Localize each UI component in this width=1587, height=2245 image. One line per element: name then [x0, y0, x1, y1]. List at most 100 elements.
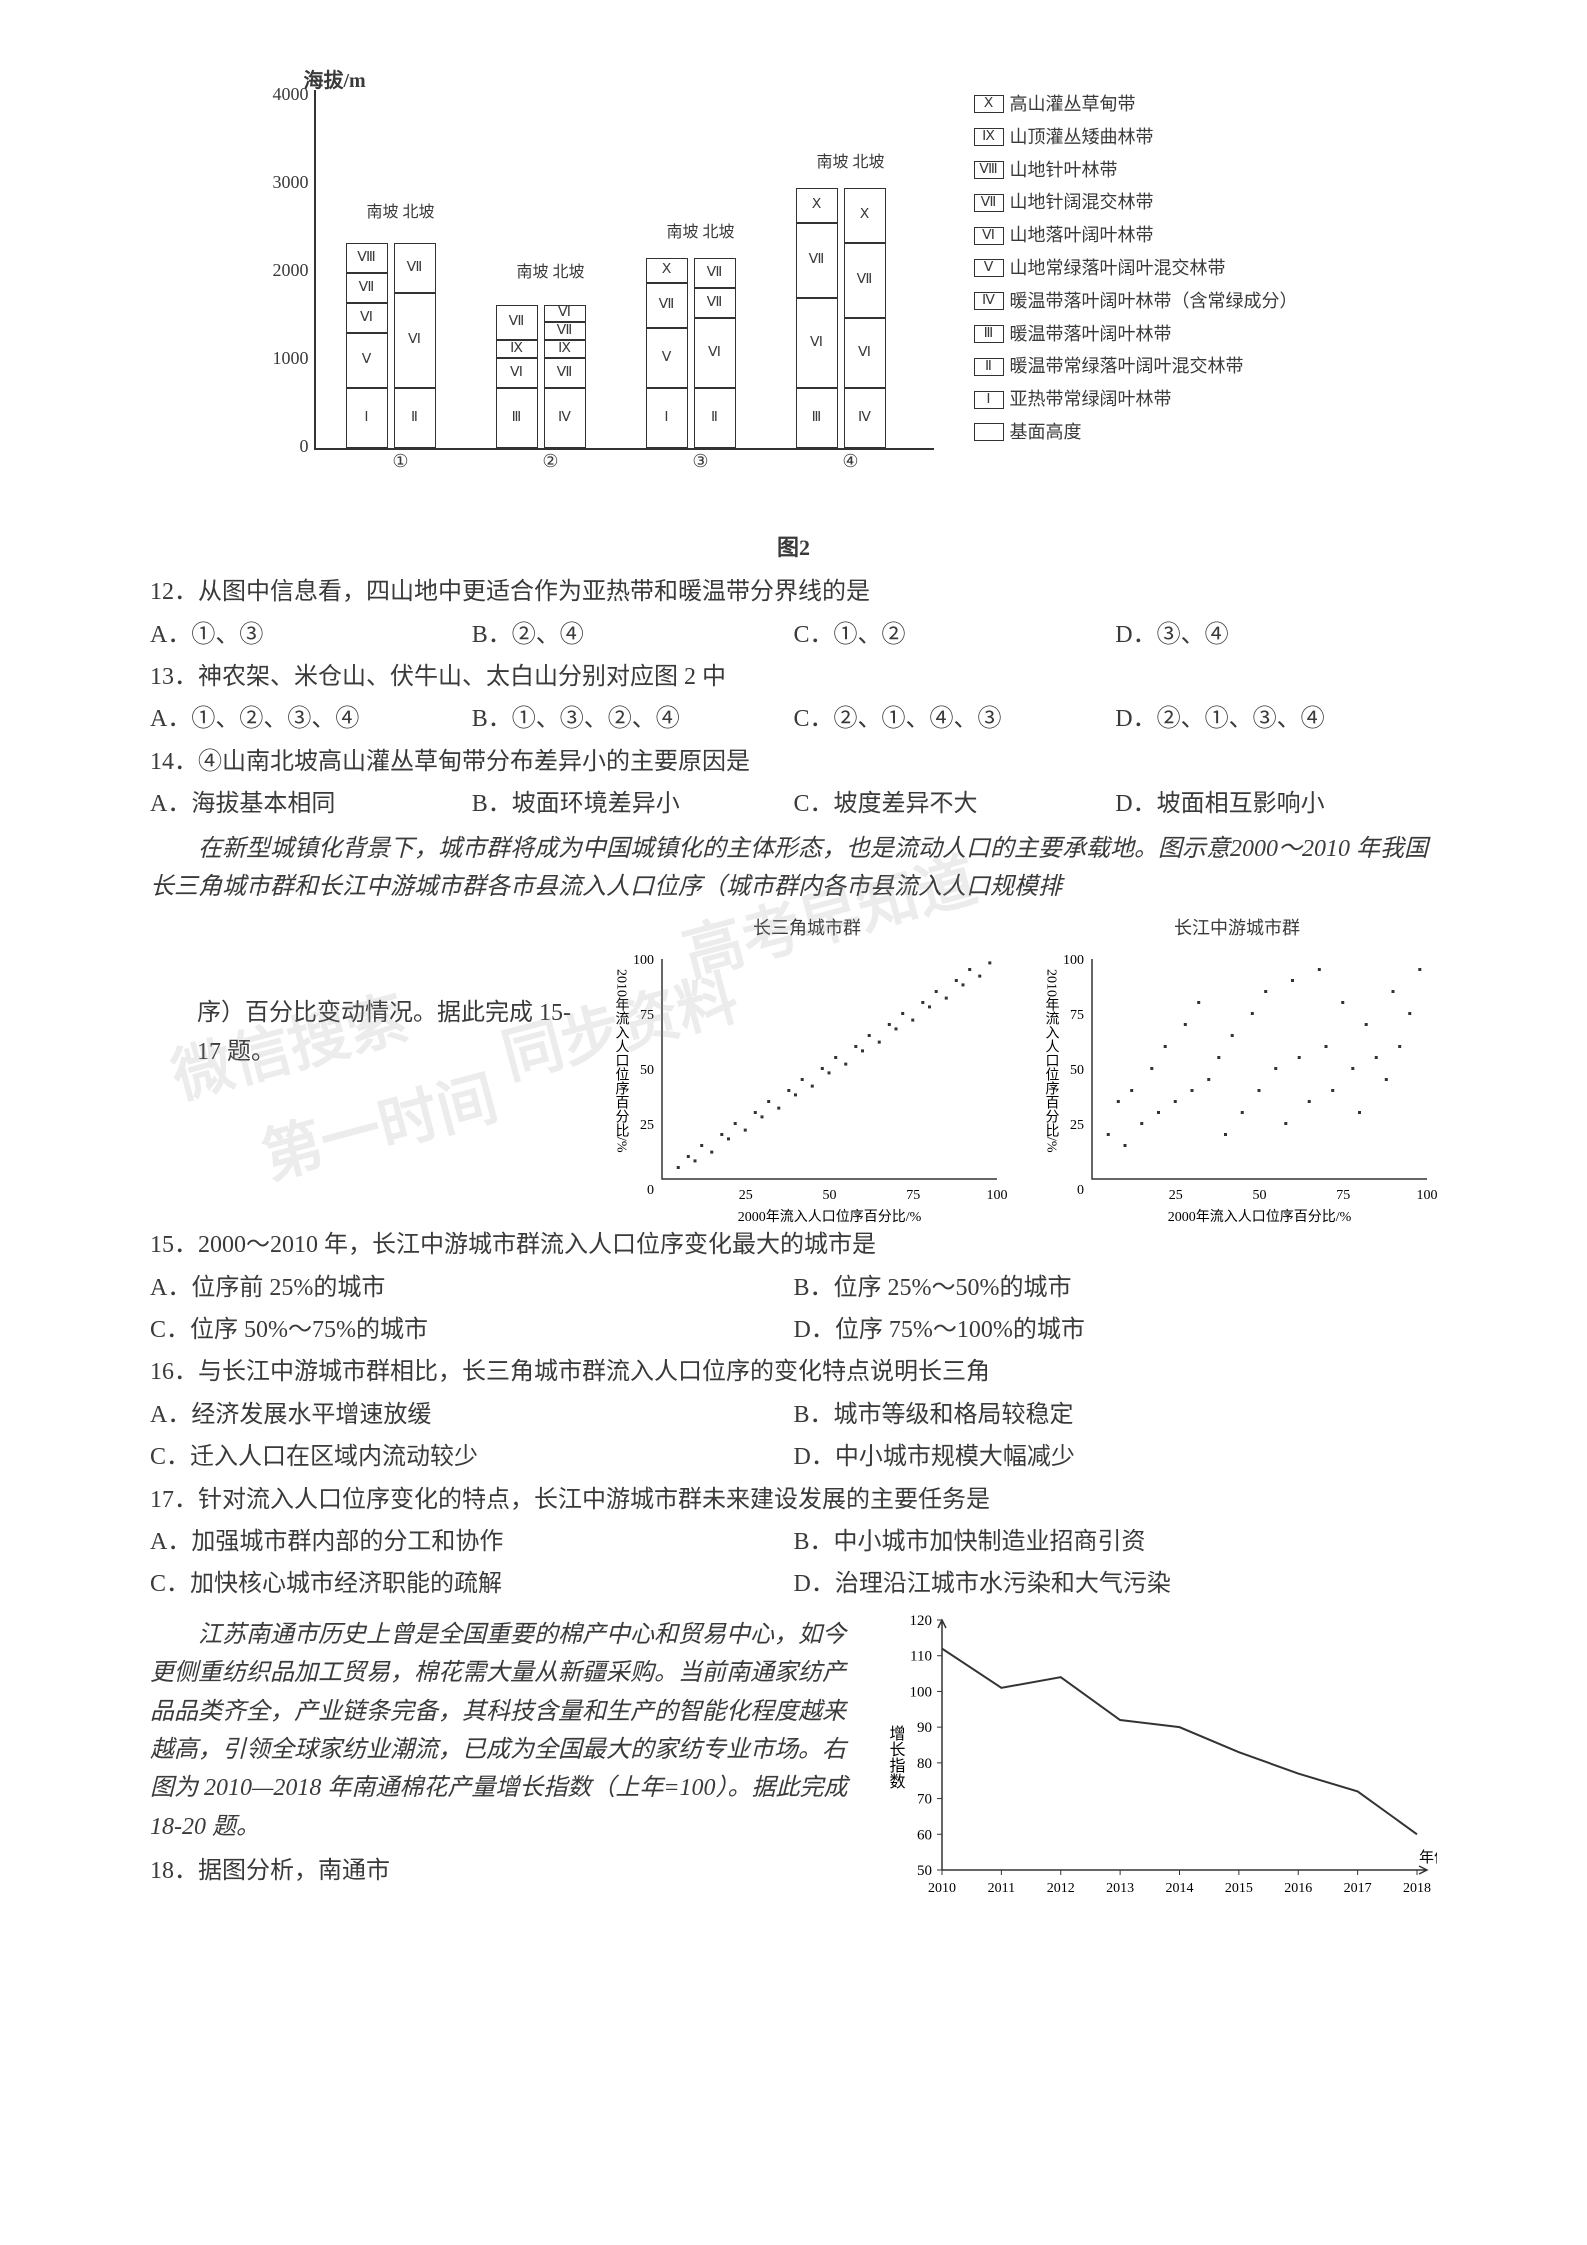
svg-text:2000年流入人口位序百分比/%: 2000年流入人口位序百分比/% — [1168, 1209, 1352, 1225]
bottom-section: 江苏南通市历史上曾是全国重要的棉产中心和贸易中心，如今更侧重纺织品加工贸易，棉花… — [150, 1610, 1437, 1910]
y-tick: 2000 — [269, 256, 309, 285]
q16-stem: 16．与长江中游城市群相比，长三角城市群流入人口位序的变化特点说明长三角 — [150, 1353, 1437, 1391]
y-tick: 4000 — [269, 80, 309, 109]
q17-opt-c: C．加快核心城市经济职能的疏解 — [150, 1565, 794, 1603]
q17-options-2: C．加快核心城市经济职能的疏解 D．治理沿江城市水污染和大气污染 — [150, 1565, 1437, 1603]
q17-options: A．加强城市群内部的分工和协作 B．中小城市加快制造业招商引资 — [150, 1523, 1437, 1561]
svg-text:75: 75 — [1070, 1008, 1084, 1023]
y-tick: 0 — [269, 432, 309, 461]
svg-text:50: 50 — [917, 1863, 932, 1879]
q14-opt-d: D．坡面相互影响小 — [1115, 785, 1437, 823]
q16-opt-c: C．迁入人口在区域内流动较少 — [150, 1438, 794, 1476]
q12-opt-d: D．③、④ — [1115, 616, 1437, 654]
svg-text:75: 75 — [906, 1188, 920, 1203]
figure-caption: 图2 — [150, 530, 1437, 565]
q16-options-2: C．迁入人口在区域内流动较少 D．中小城市规模大幅减少 — [150, 1438, 1437, 1476]
svg-text:增长指数: 增长指数 — [887, 1725, 906, 1789]
svg-text:25: 25 — [1169, 1188, 1183, 1203]
svg-text:50: 50 — [823, 1188, 837, 1203]
q13-opt-b: B．①、③、②、④ — [472, 700, 794, 738]
svg-text:25: 25 — [640, 1118, 654, 1133]
q13-opt-c: C．②、①、④、③ — [794, 700, 1116, 738]
q14-stem: 14．④山南北坡高山灌丛草甸带分布差异小的主要原因是 — [150, 743, 1437, 781]
svg-text:2013: 2013 — [1106, 1881, 1134, 1896]
svg-text:2011: 2011 — [988, 1881, 1015, 1896]
svg-text:90: 90 — [917, 1720, 932, 1736]
svg-text:120: 120 — [910, 1613, 933, 1629]
y-tick: 1000 — [269, 344, 309, 373]
svg-text:2010: 2010 — [928, 1881, 956, 1896]
svg-text:2010年流入人口位序百分比/%: 2010年流入人口位序百分比/% — [1044, 969, 1060, 1153]
svg-text:2016: 2016 — [1284, 1881, 1312, 1896]
q13-opt-d: D．②、①、③、④ — [1115, 700, 1437, 738]
svg-text:2014: 2014 — [1166, 1881, 1194, 1896]
svg-text:0: 0 — [1077, 1183, 1084, 1198]
svg-text:70: 70 — [917, 1791, 932, 1807]
q13-stem: 13．神农架、米仓山、伏牛山、太白山分别对应图 2 中 — [150, 658, 1437, 696]
vegetation-bar-chart: 海拔/m 4000 3000 2000 1000 0 ⅠⅤⅥⅦⅧⅡⅥⅦ南坡 北坡… — [204, 90, 1384, 510]
q14-opt-c: C．坡度差异不大 — [794, 785, 1116, 823]
scatter-right-title: 长江中游城市群 — [1037, 914, 1437, 943]
q15-opt-c: C．位序 50%～75%的城市 — [150, 1311, 794, 1349]
svg-text:75: 75 — [640, 1008, 654, 1023]
svg-text:2018: 2018 — [1403, 1881, 1431, 1896]
q13-opt-a: A．①、②、③、④ — [150, 700, 472, 738]
svg-text:2015: 2015 — [1225, 1881, 1253, 1896]
q16-opt-b: B．城市等级和格局较稳定 — [794, 1396, 1438, 1434]
svg-text:2017: 2017 — [1344, 1881, 1372, 1896]
svg-text:100: 100 — [987, 1188, 1008, 1203]
svg-text:2000年流入人口位序百分比/%: 2000年流入人口位序百分比/% — [738, 1209, 922, 1225]
svg-text:80: 80 — [917, 1756, 932, 1772]
q12-opt-b: B．②、④ — [472, 616, 794, 654]
q17-opt-a: A．加强城市群内部的分工和协作 — [150, 1523, 794, 1561]
svg-text:75: 75 — [1336, 1188, 1350, 1203]
y-tick: 3000 — [269, 168, 309, 197]
svg-text:110: 110 — [910, 1649, 932, 1665]
q18-stem: 18．据图分析，南通市 — [150, 1852, 857, 1890]
q17-opt-b: B．中小城市加快制造业招商引资 — [794, 1523, 1438, 1561]
q15-opt-d: D．位序 75%～100%的城市 — [794, 1311, 1438, 1349]
q17-stem: 17．针对流入人口位序变化的特点，长江中游城市群未来建设发展的主要任务是 — [150, 1481, 1437, 1519]
svg-text:50: 50 — [1253, 1188, 1267, 1203]
q15-options: A．位序前 25%的城市 B．位序 25%～50%的城市 — [150, 1269, 1437, 1307]
q12-opt-a: A．①、③ — [150, 616, 472, 654]
intro-15-17-cont: 序）百分比变动情况。据此完成 15-17 题。 — [197, 914, 577, 1071]
q17-opt-d: D．治理沿江城市水污染和大气污染 — [794, 1565, 1438, 1603]
svg-text:25: 25 — [1070, 1118, 1084, 1133]
q14-options: A．海拔基本相同 B．坡面环境差异小 C．坡度差异不大 D．坡面相互影响小 — [150, 785, 1437, 823]
scatter-right-svg: 25 25 50 50 75 75 100 100 0 2010年流入人口位序百分比/% 2000年… — [1037, 949, 1437, 1229]
q14-opt-b: B．坡面环境差异小 — [472, 785, 794, 823]
q15-opt-b: B．位序 25%～50%的城市 — [794, 1269, 1438, 1307]
scatter-right: 长江中游城市群 25 25 50 50 75 75 100 100 0 2010年流入人口位序百分… — [1037, 914, 1437, 1214]
intro-15-17: 在新型城镇化背景下，城市群将成为中国城镇化的主体形态，也是流动人口的主要承载地。… — [150, 830, 1437, 907]
svg-text:60: 60 — [917, 1827, 932, 1843]
q12-opt-c: C．①、② — [794, 616, 1116, 654]
svg-text:100: 100 — [910, 1684, 933, 1700]
q15-opt-a: A．位序前 25%的城市 — [150, 1269, 794, 1307]
svg-text:0: 0 — [647, 1183, 654, 1198]
chart-legend: Ⅹ高山灌丛草甸带Ⅸ山顶灌丛矮曲林带Ⅷ山地针叶林带Ⅶ山地针阔混交林带Ⅵ山地落叶阔叶… — [974, 90, 1384, 451]
scatter-row: 序）百分比变动情况。据此完成 15-17 题。 长三角城市群 25 25 50 50 7… — [150, 914, 1437, 1214]
cotton-line-chart: 50 60 70 80 90 100 110 120 2010 2011 2012 2013 2014 2… — [877, 1610, 1437, 1910]
q16-opt-a: A．经济发展水平增速放缓 — [150, 1396, 794, 1434]
line-chart-svg: 50 60 70 80 90 100 110 120 2010 2011 2012 2013 2014 2… — [877, 1610, 1437, 1910]
intro-18-20: 江苏南通市历史上曾是全国重要的棉产中心和贸易中心，如今更侧重纺织品加工贸易，棉花… — [150, 1616, 857, 1846]
q15-stem: 15．2000～2010 年，长江中游城市群流入人口位序变化最大的城市是 — [150, 1226, 1437, 1264]
scatter-left-title: 长三角城市群 — [607, 914, 1007, 943]
svg-text:50: 50 — [1070, 1063, 1084, 1078]
svg-text:年份: 年份 — [1419, 1849, 1437, 1866]
svg-text:100: 100 — [1417, 1188, 1438, 1203]
q16-opt-d: D．中小城市规模大幅减少 — [794, 1438, 1438, 1476]
q15-options-2: C．位序 50%～75%的城市 D．位序 75%～100%的城市 — [150, 1311, 1437, 1349]
q16-options: A．经济发展水平增速放缓 B．城市等级和格局较稳定 — [150, 1396, 1437, 1434]
svg-text:2012: 2012 — [1047, 1881, 1075, 1896]
svg-text:100: 100 — [633, 953, 654, 968]
scatter-left-svg: 25 25 50 50 75 75 100 100 0 2010年流入人口位序百分比/% 2000年… — [607, 949, 1007, 1229]
q13-options: A．①、②、③、④ B．①、③、②、④ C．②、①、④、③ D．②、①、③、④ — [150, 700, 1437, 738]
svg-text:25: 25 — [739, 1188, 753, 1203]
svg-text:100: 100 — [1063, 953, 1084, 968]
svg-text:50: 50 — [640, 1063, 654, 1078]
q14-opt-a: A．海拔基本相同 — [150, 785, 472, 823]
scatter-left: 长三角城市群 25 25 50 50 75 75 100 100 0 2010年流入人口位序百分比… — [607, 914, 1007, 1214]
svg-text:2010年流入人口位序百分比/%: 2010年流入人口位序百分比/% — [614, 969, 630, 1153]
